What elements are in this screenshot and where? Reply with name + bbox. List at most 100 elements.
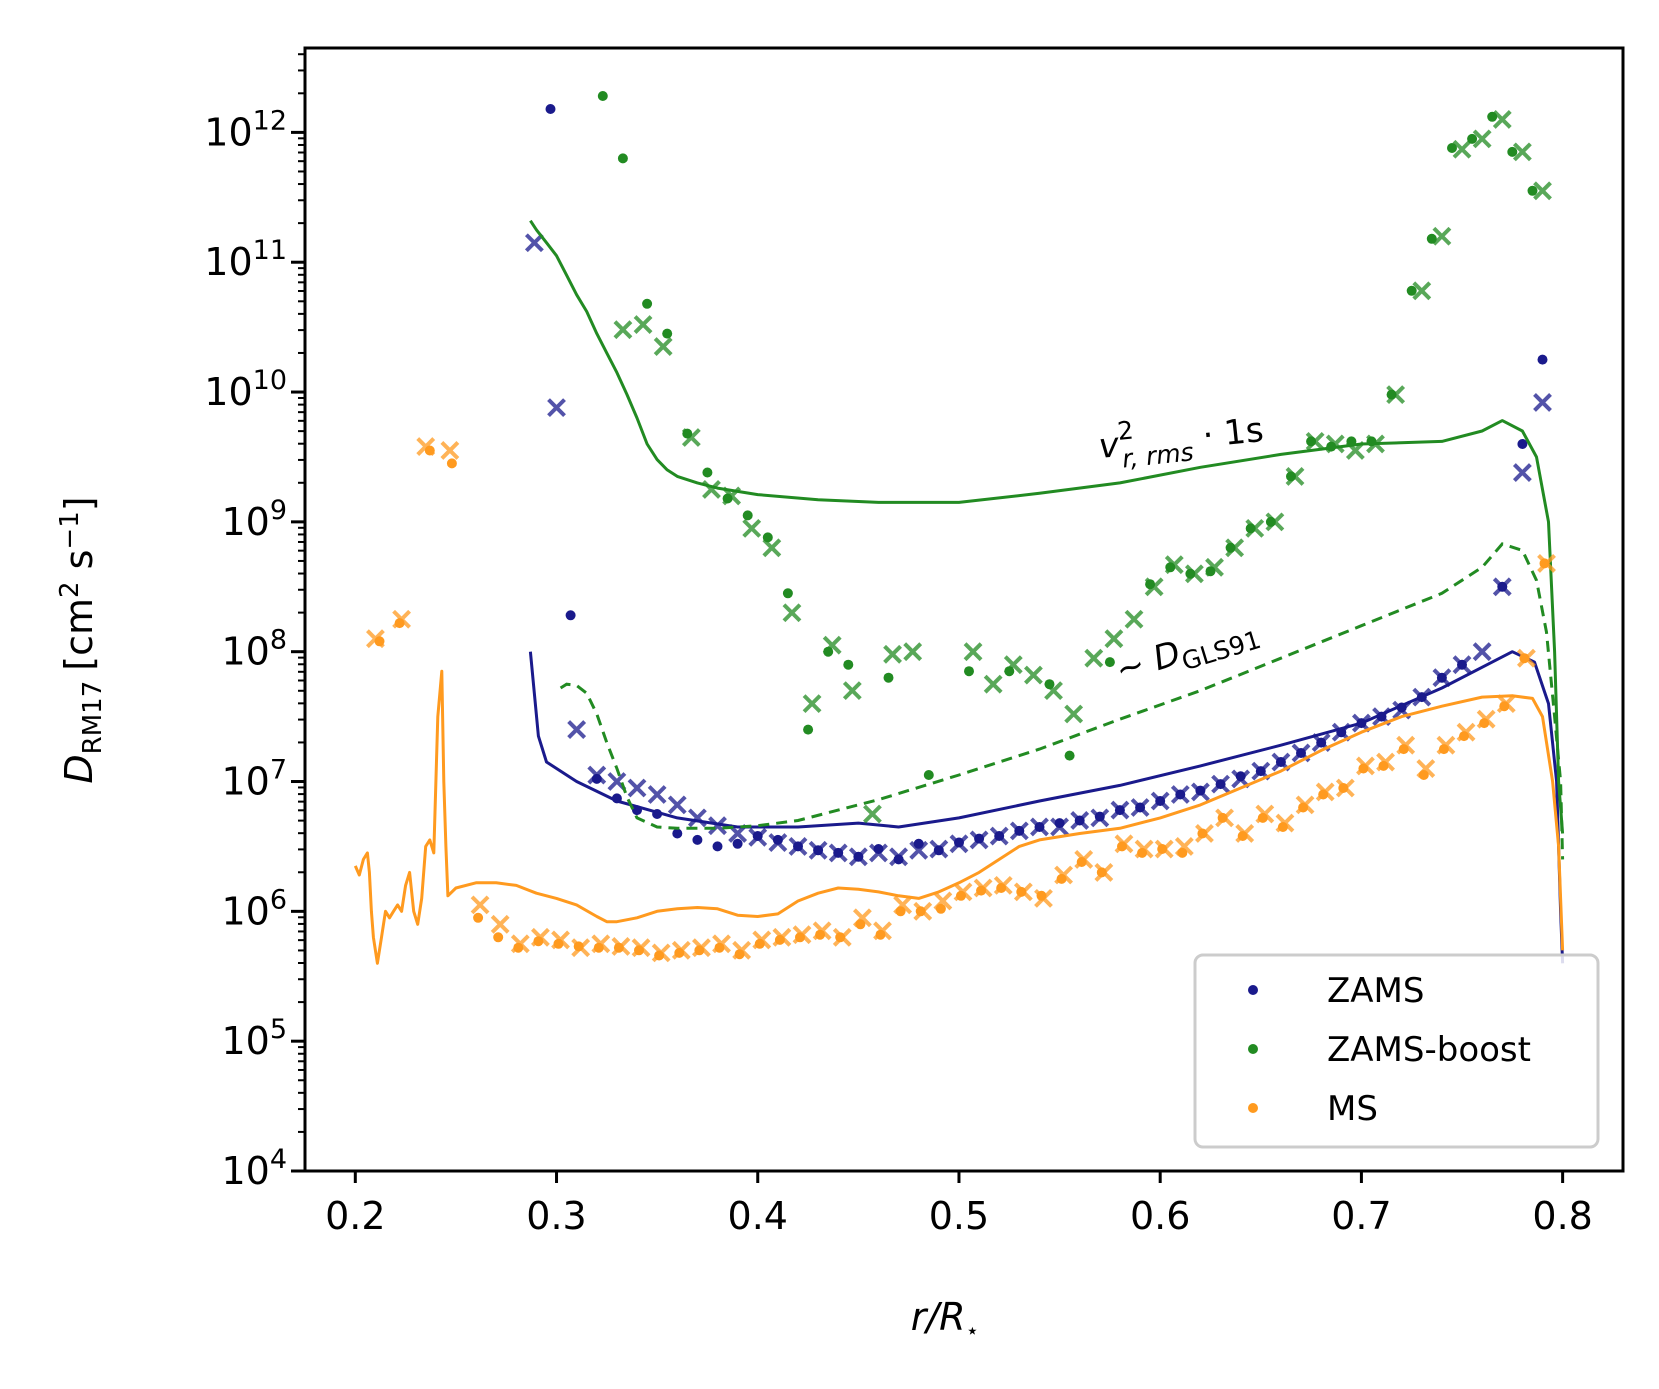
data-point-ms <box>424 445 435 456</box>
data-point-ms <box>1016 886 1027 897</box>
data-point-ms <box>895 906 906 917</box>
data-point-zams-boost <box>1487 111 1498 122</box>
data-point-zams <box>853 851 864 862</box>
y-tick-label: 106 <box>221 884 287 933</box>
data-point-ms <box>1096 867 1107 878</box>
y-tick-label: 105 <box>221 1014 287 1063</box>
data-point-zams <box>1296 748 1306 758</box>
data-point-zams-boost <box>1064 750 1075 761</box>
data-point-zams <box>1054 818 1065 829</box>
data-point-ms <box>795 932 805 943</box>
data-point-ms <box>1197 828 1208 839</box>
x-tick-label: 0.2 <box>325 1194 385 1238</box>
data-point-zams <box>933 845 944 856</box>
data-point-ms <box>1298 802 1309 813</box>
data-point-zams <box>1517 439 1528 449</box>
data-point-zams <box>652 809 663 819</box>
data-point-ms <box>1257 812 1268 823</box>
data-point-zams-boost <box>1205 566 1216 577</box>
data-point-ms <box>513 942 524 953</box>
data-cross-zams-boost <box>1024 665 1043 685</box>
data-point-zams <box>974 833 985 844</box>
data-point-zams-boost <box>964 666 974 677</box>
data-point-zams <box>1436 672 1447 683</box>
data-point-ms <box>374 636 385 647</box>
data-cross-zams <box>627 778 647 798</box>
data-cross-zams-boost <box>1064 704 1084 724</box>
data-point-ms <box>1539 558 1550 569</box>
data-cross-zams <box>708 816 727 836</box>
data-point-zams <box>772 834 783 845</box>
data-point-zams-boost <box>1447 143 1457 153</box>
data-point-zams-boost <box>1306 436 1317 447</box>
data-point-ms <box>1499 701 1510 712</box>
data-point-zams <box>1416 692 1427 703</box>
y-tick-label: 1011 <box>204 235 287 284</box>
series-line-ms <box>353 669 1565 965</box>
data-point-ms <box>855 919 866 930</box>
data-point-zams <box>1356 718 1367 729</box>
data-point-zams-boost <box>702 467 713 478</box>
x-axis: 0.2 0.3 0.4 0.5 0.6 0.7 0.8 <box>325 1171 1593 1238</box>
data-point-zams <box>994 831 1005 841</box>
data-point-zams-boost <box>782 588 793 599</box>
data-point-zams-boost <box>742 510 753 521</box>
data-cross-zams-boost <box>1512 142 1532 162</box>
data-point-ms <box>1076 857 1087 867</box>
data-point-zams <box>1195 785 1206 796</box>
data-point-zams <box>632 805 642 816</box>
data-cross-zams <box>667 795 687 815</box>
data-point-zams-boost <box>662 328 673 339</box>
y-tick-label: 107 <box>221 755 287 804</box>
data-point-ms <box>1398 744 1409 755</box>
data-point-zams <box>893 854 904 865</box>
data-cross-zams-boost <box>613 320 633 340</box>
data-cross-ms <box>490 914 510 934</box>
x-axis-label: r/R⋆ <box>911 1295 980 1344</box>
data-point-zams-boost <box>1104 657 1115 668</box>
data-cross-zams <box>1533 393 1552 412</box>
data-point-zams <box>732 838 743 849</box>
data-point-zams-boost <box>642 298 653 309</box>
x-tick-label: 0.4 <box>728 1194 788 1238</box>
data-point-zams-boost <box>597 91 608 101</box>
data-cross-zams-boost <box>653 337 673 357</box>
data-point-zams-boost <box>1044 679 1055 690</box>
data-point-ms <box>1137 847 1148 858</box>
data-point-ms <box>1036 890 1047 901</box>
data-cross-zams <box>524 233 544 253</box>
y-tick-label: 1012 <box>204 105 287 154</box>
data-point-ms <box>446 458 457 469</box>
data-point-ms <box>1056 873 1067 884</box>
data-cross-zams-boost <box>1472 129 1492 149</box>
data-cross-zams <box>567 720 587 740</box>
data-point-ms <box>774 934 785 945</box>
data-point-zams <box>833 847 844 858</box>
data-point-ms <box>493 932 504 943</box>
data-point-zams <box>1034 822 1045 832</box>
data-point-zams-boost <box>1426 233 1437 244</box>
data-cross-zams-boost <box>903 642 923 662</box>
data-point-ms <box>1318 789 1329 800</box>
data-cross-zams <box>1512 463 1532 482</box>
data-point-zams-boost <box>1004 666 1015 677</box>
annotation-vrms: v2r, rms · 1s <box>1096 402 1266 476</box>
y-tick-label: 108 <box>221 625 287 674</box>
data-point-zams-boost <box>617 153 628 164</box>
data-point-ms <box>1358 763 1369 774</box>
data-point-zams-boost <box>843 659 854 670</box>
data-point-zams <box>752 831 763 841</box>
data-cross-zams-boost <box>983 674 1003 694</box>
data-point-zams <box>712 841 723 852</box>
data-point-zams <box>1457 659 1467 670</box>
data-point-zams <box>1114 805 1125 816</box>
data-cross-zams-boost <box>842 681 862 701</box>
legend-label-zams-boost: ZAMS-boost <box>1327 1030 1531 1070</box>
data-cross-zams-boost <box>963 642 983 662</box>
data-cross-zams-boost <box>1084 648 1104 668</box>
data-cross-zams-boost <box>782 603 802 623</box>
data-point-ms <box>473 912 484 923</box>
data-cross-ms <box>470 895 490 915</box>
legend-box <box>1193 953 1600 1149</box>
